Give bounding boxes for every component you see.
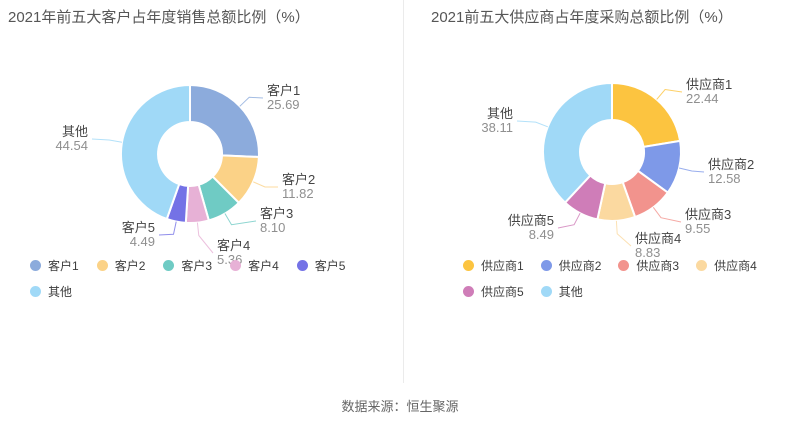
slice-label-name: 客户2 (282, 172, 315, 187)
label-leader-line (656, 88, 683, 100)
slice-label-value: 8.83 (635, 245, 660, 260)
legend-marker-icon (540, 259, 552, 271)
slice-label-name: 供应商1 (686, 77, 732, 92)
slice-label-name: 供应商3 (685, 207, 731, 222)
customers-chart-panel: 2021年前五大客户占年度销售总额比例（%） 客户1 25.69 客户2 11.82 客… (8, 9, 346, 300)
legend-item-其他[interactable]: 其他 (30, 283, 72, 300)
legend-marker-icon (618, 259, 630, 271)
slice-label-value: 22.44 (686, 91, 719, 106)
legend-item-客户2[interactable]: 客户2 (96, 257, 146, 274)
legend-item-供应商5[interactable]: 供应商5 (463, 283, 524, 300)
legend-marker-icon (230, 259, 242, 271)
panel-divider (403, 0, 404, 383)
legend-label: 供应商4 (714, 258, 757, 273)
legend-item-客户5[interactable]: 客户5 (296, 257, 346, 274)
legend-marker-icon (463, 285, 474, 297)
slice-label-value: 38.11 (481, 120, 513, 135)
legend-label: 供应商3 (636, 258, 680, 273)
legend-label: 供应商1 (481, 258, 524, 273)
suppliers-chart-panel: 2021前五大供应商占年度采购总额比例（%） 供应商1 22.44 供应商2 12.5… (403, 0, 800, 438)
donut-slice-其他[interactable] (119, 83, 191, 221)
legend-row: 客户1 客户2 客户3 客户4 客户5 (30, 257, 346, 274)
label-leader-line (678, 167, 705, 173)
slice-label-value: 12.58 (708, 171, 741, 186)
legend-marker-icon (30, 285, 41, 297)
data-source-footer: 数据来源：恒生聚源 (341, 399, 459, 414)
slice-label-name: 供应商4 (635, 231, 681, 246)
label-leader-line (224, 213, 257, 226)
slice-label-value: 8.49 (529, 227, 554, 242)
label-leader-line (516, 120, 548, 128)
legend-item-客户3[interactable]: 客户3 (163, 257, 212, 274)
legend-marker-icon (96, 259, 108, 271)
legend-label: 供应商5 (481, 284, 524, 299)
legend-label: 其他 (558, 284, 583, 299)
slice-label-value: 9.55 (685, 221, 710, 236)
legend-label: 客户2 (114, 258, 146, 273)
label-leader-line (239, 96, 264, 107)
slice-label-value: 4.49 (130, 234, 155, 249)
label-leader-line (652, 207, 682, 223)
legend-row: 其他 (30, 283, 72, 300)
slice-label-name: 客户4 (217, 238, 250, 253)
legend-marker-icon (296, 259, 308, 271)
slice-label-name: 客户5 (122, 220, 155, 235)
donut-slice-其他[interactable] (542, 81, 613, 205)
legend-item-供应商1[interactable]: 供应商1 (463, 257, 524, 274)
legend-row: 供应商5 其他 (463, 283, 583, 300)
legend-label: 客户3 (181, 258, 213, 273)
legend-marker-icon (30, 259, 41, 271)
label-leader-line (91, 138, 123, 143)
legend-label: 其他 (48, 284, 73, 299)
slice-label-value: 25.69 (267, 97, 300, 112)
legend-marker-icon (163, 259, 175, 271)
slice-label-value: 44.54 (55, 138, 88, 153)
slice-label-value: 8.10 (260, 220, 285, 235)
suppliers-chart-title: 2021前五大供应商占年度采购总额比例（%） (431, 9, 733, 26)
legend-label: 客户4 (248, 258, 279, 273)
slice-label-name: 其他 (487, 106, 513, 121)
slice-label-name: 供应商5 (508, 213, 554, 228)
label-leader-line (615, 220, 632, 247)
legend-marker-icon (540, 285, 552, 297)
legend-item-客户4[interactable]: 客户4 (230, 257, 279, 274)
legend-item-供应商2[interactable]: 供应商2 (540, 257, 602, 274)
legend-label: 客户1 (48, 258, 79, 273)
slice-label-value: 11.82 (282, 186, 314, 201)
slice-label-name: 供应商2 (708, 157, 754, 172)
slice-label-name: 客户1 (267, 83, 300, 98)
customers-donut-chart: 客户125.69客户211.82客户38.10客户45.36客户54.49其他4… (55, 83, 315, 267)
slice-label-name: 客户3 (260, 206, 293, 221)
legend-item-客户1[interactable]: 客户1 (30, 257, 79, 274)
legend-marker-icon (463, 259, 474, 271)
label-leader-line (196, 222, 214, 254)
donut-slice-客户1[interactable] (189, 83, 260, 159)
legend-item-供应商4[interactable]: 供应商4 (696, 257, 757, 274)
legend-row: 供应商1 供应商2 供应商3 供应商4 (463, 257, 757, 274)
legend-label: 供应商2 (558, 258, 602, 273)
label-leader-line (557, 212, 581, 229)
label-leader-line (158, 221, 177, 236)
label-leader-line (252, 181, 278, 188)
legend-item-其他[interactable]: 其他 (540, 283, 583, 300)
slice-label-name: 其他 (62, 124, 88, 139)
legend-marker-icon (696, 259, 708, 271)
customers-chart-title: 2021年前五大客户占年度销售总额比例（%） (8, 9, 310, 26)
legend-label: 客户5 (314, 258, 346, 273)
legend-item-供应商3[interactable]: 供应商3 (618, 257, 679, 274)
donut-slice-供应商1[interactable] (611, 81, 682, 149)
